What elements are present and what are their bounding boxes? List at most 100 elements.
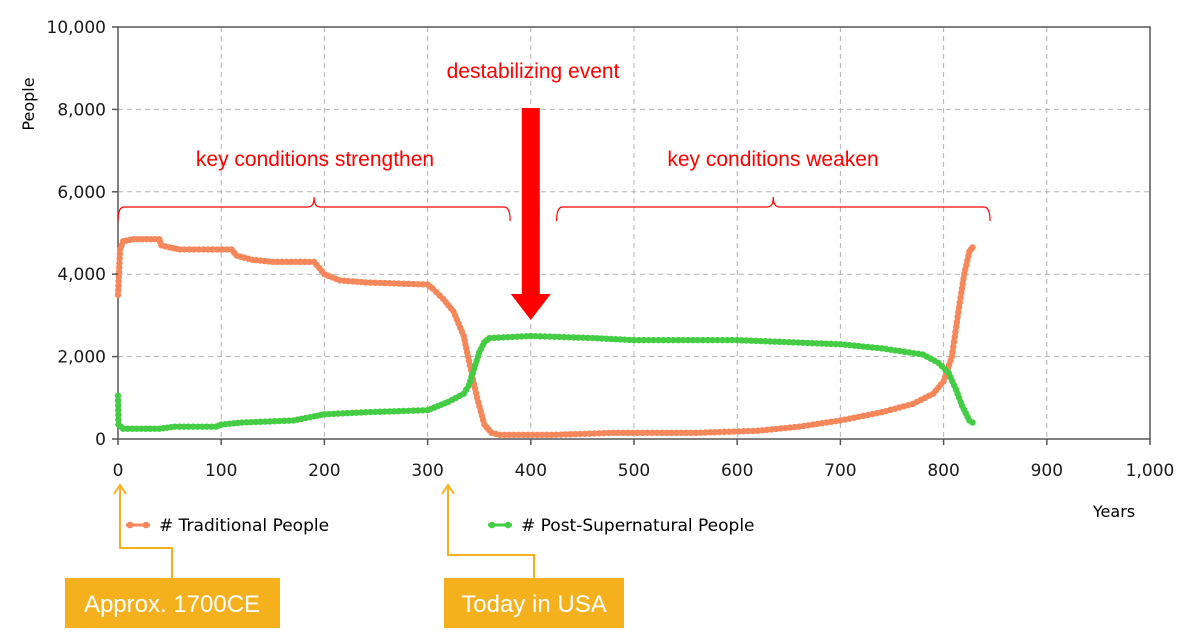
data-point — [496, 431, 504, 439]
data-point — [600, 429, 608, 437]
data-point — [649, 429, 656, 437]
data-point — [124, 425, 131, 432]
x-tick-label: 400 — [515, 461, 547, 481]
data-point — [586, 430, 593, 437]
data-point — [655, 336, 662, 344]
data-point — [634, 429, 641, 437]
data-point — [771, 338, 778, 345]
data-point — [138, 425, 145, 432]
data-point — [570, 334, 577, 341]
callout-arrowhead-1 — [113, 483, 127, 495]
data-point — [400, 280, 407, 287]
data-point — [959, 280, 966, 287]
data-point — [560, 333, 568, 341]
data-point — [832, 340, 839, 348]
data-point — [330, 410, 337, 418]
data-point — [116, 259, 123, 267]
data-point — [490, 334, 498, 342]
data-point — [114, 392, 122, 399]
data-point — [208, 423, 215, 430]
data-point — [658, 429, 666, 437]
event-label: destabilizing event — [447, 60, 620, 83]
data-point — [757, 337, 764, 345]
data-point — [534, 431, 541, 439]
data-point — [581, 430, 588, 437]
data-point — [675, 336, 682, 344]
callout-connector-2 — [447, 487, 535, 578]
data-point — [958, 285, 966, 292]
data-point — [524, 431, 532, 439]
data-point — [185, 423, 192, 430]
data-point — [629, 429, 636, 437]
x-tick-label: 100 — [205, 461, 237, 481]
right-bracket — [556, 196, 991, 222]
x-tick-label: 900 — [1031, 461, 1063, 481]
data-point — [509, 333, 516, 341]
x-tick-label: 700 — [824, 461, 856, 481]
y-tick-label: 2,000 — [57, 348, 106, 368]
data-point — [639, 429, 646, 437]
data-point — [823, 340, 830, 347]
data-point — [292, 258, 299, 266]
data-point — [262, 418, 269, 425]
data-point — [709, 336, 716, 344]
data-point — [362, 279, 369, 286]
data-point — [306, 258, 313, 266]
tick-labels: 0 100 200 300 400 500 600 700 800 900 1,000 0 2,000 4… — [47, 18, 1175, 481]
data-point — [665, 336, 672, 344]
data-point — [591, 430, 598, 437]
data-point — [699, 336, 706, 344]
data-point — [748, 337, 755, 344]
data-point — [119, 425, 127, 432]
data-point — [321, 411, 328, 418]
series-traditional — [114, 235, 976, 439]
callouts: Approx. 1700CE Today in USA — [65, 483, 624, 628]
data-point — [562, 431, 569, 438]
data-point — [372, 279, 379, 286]
data-point — [660, 336, 667, 344]
data-point — [707, 429, 714, 436]
data-point — [645, 336, 652, 344]
data-point — [391, 408, 398, 415]
data-point — [776, 338, 783, 346]
data-point — [953, 318, 961, 326]
data-point — [615, 429, 622, 437]
data-point — [704, 336, 711, 344]
data-point — [572, 430, 579, 438]
data-point — [969, 419, 976, 426]
y-tick-label: 6,000 — [57, 183, 106, 203]
data-point — [752, 337, 760, 345]
data-point — [301, 258, 309, 266]
data-point — [670, 336, 677, 344]
data-point — [115, 273, 123, 280]
data-point — [344, 409, 351, 417]
data-point — [501, 431, 508, 439]
data-point — [189, 423, 197, 430]
data-point — [116, 250, 124, 258]
data-point — [271, 418, 278, 425]
data-point — [527, 332, 534, 340]
data-point — [740, 428, 747, 435]
x-axis-label: Years — [1092, 502, 1135, 521]
left-bracket — [117, 196, 511, 222]
data-point — [376, 279, 384, 287]
x-tick-label: 0 — [113, 461, 124, 481]
data-point — [405, 407, 412, 414]
data-point — [537, 333, 544, 340]
data-point — [414, 407, 422, 414]
data-point — [624, 429, 632, 437]
data-point — [257, 418, 264, 425]
data-point — [575, 334, 582, 341]
data-point — [334, 410, 342, 417]
data-point — [362, 409, 369, 416]
data-point — [697, 429, 704, 436]
data-point — [133, 425, 140, 432]
data-point — [381, 279, 388, 287]
data-point — [948, 353, 956, 360]
legend-label-post-supernatural: # Post-Supernatural People — [521, 516, 755, 536]
data-point — [749, 427, 757, 435]
data-point — [556, 333, 563, 341]
data-point — [180, 423, 188, 430]
data-point — [218, 246, 226, 253]
